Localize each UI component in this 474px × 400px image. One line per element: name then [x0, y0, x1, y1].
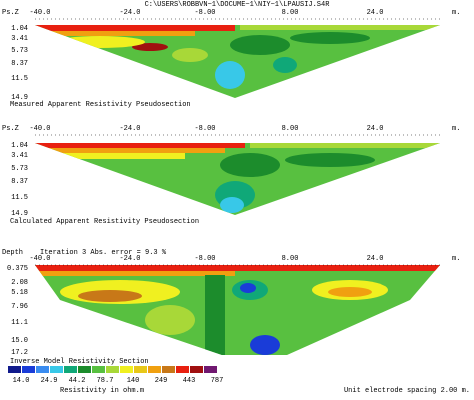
- color-swatch: [78, 366, 91, 373]
- legend-unit: Resistivity in ohm.m: [60, 387, 144, 395]
- color-swatch: [162, 366, 175, 373]
- depth-label: 15.0: [11, 337, 28, 345]
- color-swatch: [64, 366, 77, 373]
- section-image: [35, 143, 440, 215]
- depth-label: 11.5: [11, 194, 28, 202]
- depth-label: 5.73: [11, 47, 28, 55]
- depth-label: 14.9: [11, 210, 28, 218]
- section-caption: Measured Apparent Resistivity Pseudosect…: [10, 101, 191, 109]
- x-tick-label: 24.0: [367, 255, 384, 263]
- x-tick-label: -8.00: [194, 9, 215, 17]
- depth-label: 2.08: [11, 279, 28, 287]
- color-swatch: [176, 366, 189, 373]
- x-tick-label: -24.0: [119, 9, 140, 17]
- color-swatch: [204, 366, 217, 373]
- legend-value: 14.0: [13, 377, 30, 385]
- color-swatch: [190, 366, 203, 373]
- depth-label: 3.41: [11, 35, 28, 43]
- legend-value: 787: [211, 377, 224, 385]
- legend-value: 443: [183, 377, 196, 385]
- depth-label: 1.04: [11, 142, 28, 150]
- color-swatch: [134, 366, 147, 373]
- x-tick-label: 8.00: [282, 9, 299, 17]
- depth-label: 3.41: [11, 152, 28, 160]
- x-unit: m.: [452, 125, 460, 133]
- x-tick-label: -40.0: [29, 125, 50, 133]
- x-tick-label: 8.00: [282, 125, 299, 133]
- depth-label: 11.1: [11, 319, 28, 327]
- iteration-info: Iteration 3 Abs. error = 9.3 %: [40, 249, 167, 257]
- legend-value: 249: [155, 377, 168, 385]
- x-unit: m.: [452, 9, 460, 17]
- depth-label: 5.18: [11, 289, 28, 297]
- x-tick-label: -40.0: [29, 9, 50, 17]
- color-swatch: [22, 366, 35, 373]
- footer-note: Unit electrode spacing 2.00 m.: [344, 387, 470, 395]
- x-tick-label: -24.0: [119, 255, 140, 263]
- depth-label: 5.73: [11, 165, 28, 173]
- x-tick-label: -8.00: [194, 255, 215, 263]
- file-path: C:\USERS\ROBBVN~1\DOCUME~1\NIY~1\LPAUSIJ…: [145, 1, 331, 9]
- color-swatch: [120, 366, 133, 373]
- legend-value: 24.9: [41, 377, 58, 385]
- color-swatch: [92, 366, 105, 373]
- depth-label: 8.37: [11, 178, 28, 186]
- y-axis-label: Depth: [2, 249, 23, 257]
- x-tick-label: -24.0: [119, 125, 140, 133]
- section-image: [35, 265, 440, 355]
- x-unit: m.: [452, 255, 460, 263]
- section-caption: Inverse Model Resistivity Section: [10, 358, 149, 366]
- color-swatch: [148, 366, 161, 373]
- x-tick-label: 8.00: [282, 255, 299, 263]
- depth-label: 11.5: [11, 75, 28, 83]
- color-swatch: [8, 366, 21, 373]
- depth-label: 1.04: [11, 25, 28, 33]
- legend-value: 78.7: [97, 377, 114, 385]
- depth-label: 14.9: [11, 94, 28, 102]
- x-tick-label: 24.0: [367, 9, 384, 17]
- x-tick-label: -40.0: [29, 255, 50, 263]
- x-tick-label: 24.0: [367, 125, 384, 133]
- color-swatch: [36, 366, 49, 373]
- depth-label: 8.37: [11, 60, 28, 68]
- section-image: [35, 25, 440, 98]
- y-axis-label: Ps.Z: [2, 125, 19, 133]
- section-caption: Calculated Apparent Resistivity Pseudose…: [10, 218, 199, 226]
- depth-label: 0.375: [7, 265, 28, 273]
- y-axis-label: Ps.Z: [2, 9, 19, 17]
- depth-label: 17.2: [11, 349, 28, 357]
- color-swatch: [106, 366, 119, 373]
- color-swatch: [50, 366, 63, 373]
- depth-label: 7.96: [11, 303, 28, 311]
- x-tick-label: -8.00: [194, 125, 215, 133]
- legend-value: 140: [127, 377, 140, 385]
- legend-value: 44.2: [69, 377, 86, 385]
